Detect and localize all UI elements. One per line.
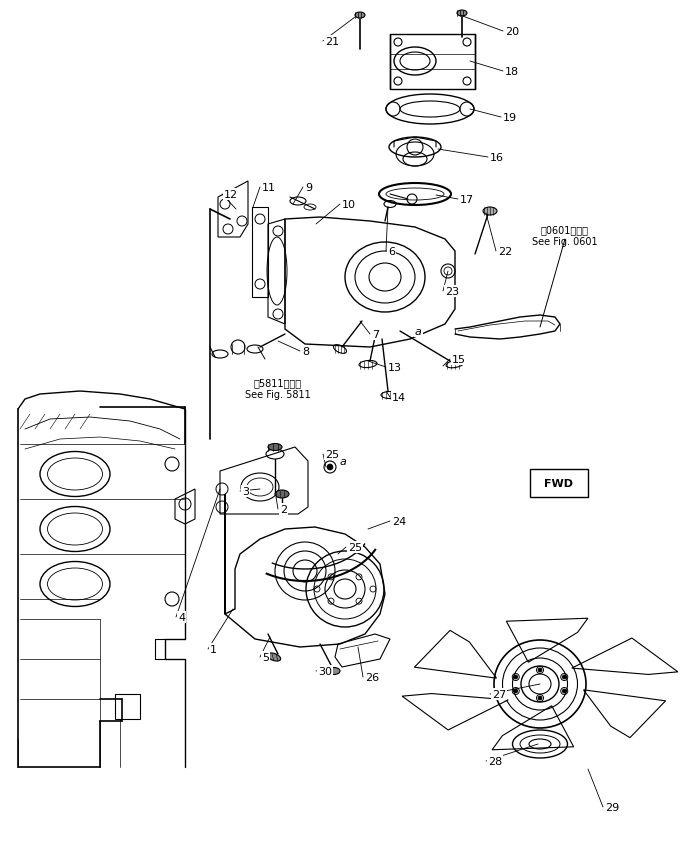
Text: 1: 1 [210, 644, 217, 654]
Text: 23: 23 [445, 287, 459, 296]
Text: 17: 17 [460, 195, 474, 205]
Text: 16: 16 [490, 153, 504, 163]
Text: 11: 11 [262, 183, 276, 192]
Text: 8: 8 [302, 347, 309, 356]
Text: 14: 14 [392, 392, 406, 403]
Text: 25: 25 [348, 543, 362, 552]
Text: 29: 29 [605, 802, 619, 812]
Text: 21: 21 [325, 37, 339, 47]
Circle shape [562, 675, 566, 679]
Circle shape [538, 668, 542, 672]
Text: 25: 25 [325, 450, 339, 459]
Circle shape [327, 464, 333, 470]
Text: 4: 4 [178, 612, 185, 622]
Text: 7: 7 [372, 330, 379, 339]
Text: 20: 20 [505, 27, 519, 37]
Circle shape [514, 690, 518, 693]
Text: 27: 27 [492, 690, 506, 699]
Ellipse shape [328, 668, 340, 674]
Text: 3: 3 [242, 486, 249, 496]
Bar [530, 469, 588, 497]
Text: 30: 30 [318, 666, 332, 676]
Text: 15: 15 [452, 354, 466, 365]
Text: 13: 13 [388, 363, 402, 372]
Text: a: a [340, 457, 347, 467]
Text: 2: 2 [280, 505, 287, 514]
Circle shape [538, 696, 542, 701]
Text: 18: 18 [505, 67, 519, 77]
Text: 26: 26 [365, 672, 379, 682]
Circle shape [514, 675, 518, 679]
Text: 6: 6 [388, 246, 395, 257]
Text: 28: 28 [488, 756, 502, 766]
Text: a: a [415, 327, 422, 337]
Ellipse shape [457, 11, 467, 17]
Text: 19: 19 [503, 113, 517, 123]
Text: 5: 5 [262, 652, 269, 663]
Ellipse shape [267, 653, 281, 662]
Ellipse shape [355, 13, 365, 19]
Text: 9: 9 [305, 183, 312, 192]
Text: 12: 12 [224, 190, 238, 200]
Ellipse shape [268, 444, 282, 451]
Text: 24: 24 [392, 517, 406, 527]
Ellipse shape [275, 490, 289, 499]
Text: 10: 10 [342, 200, 356, 210]
Text: 22: 22 [498, 246, 512, 257]
Text: FWD: FWD [544, 479, 574, 489]
Text: 第5811图参照
See Fig. 5811: 第5811图参照 See Fig. 5811 [245, 377, 311, 399]
Circle shape [562, 690, 566, 693]
Text: 第0601图参照
See Fig. 0601: 第0601图参照 See Fig. 0601 [532, 225, 598, 246]
Ellipse shape [483, 208, 497, 216]
